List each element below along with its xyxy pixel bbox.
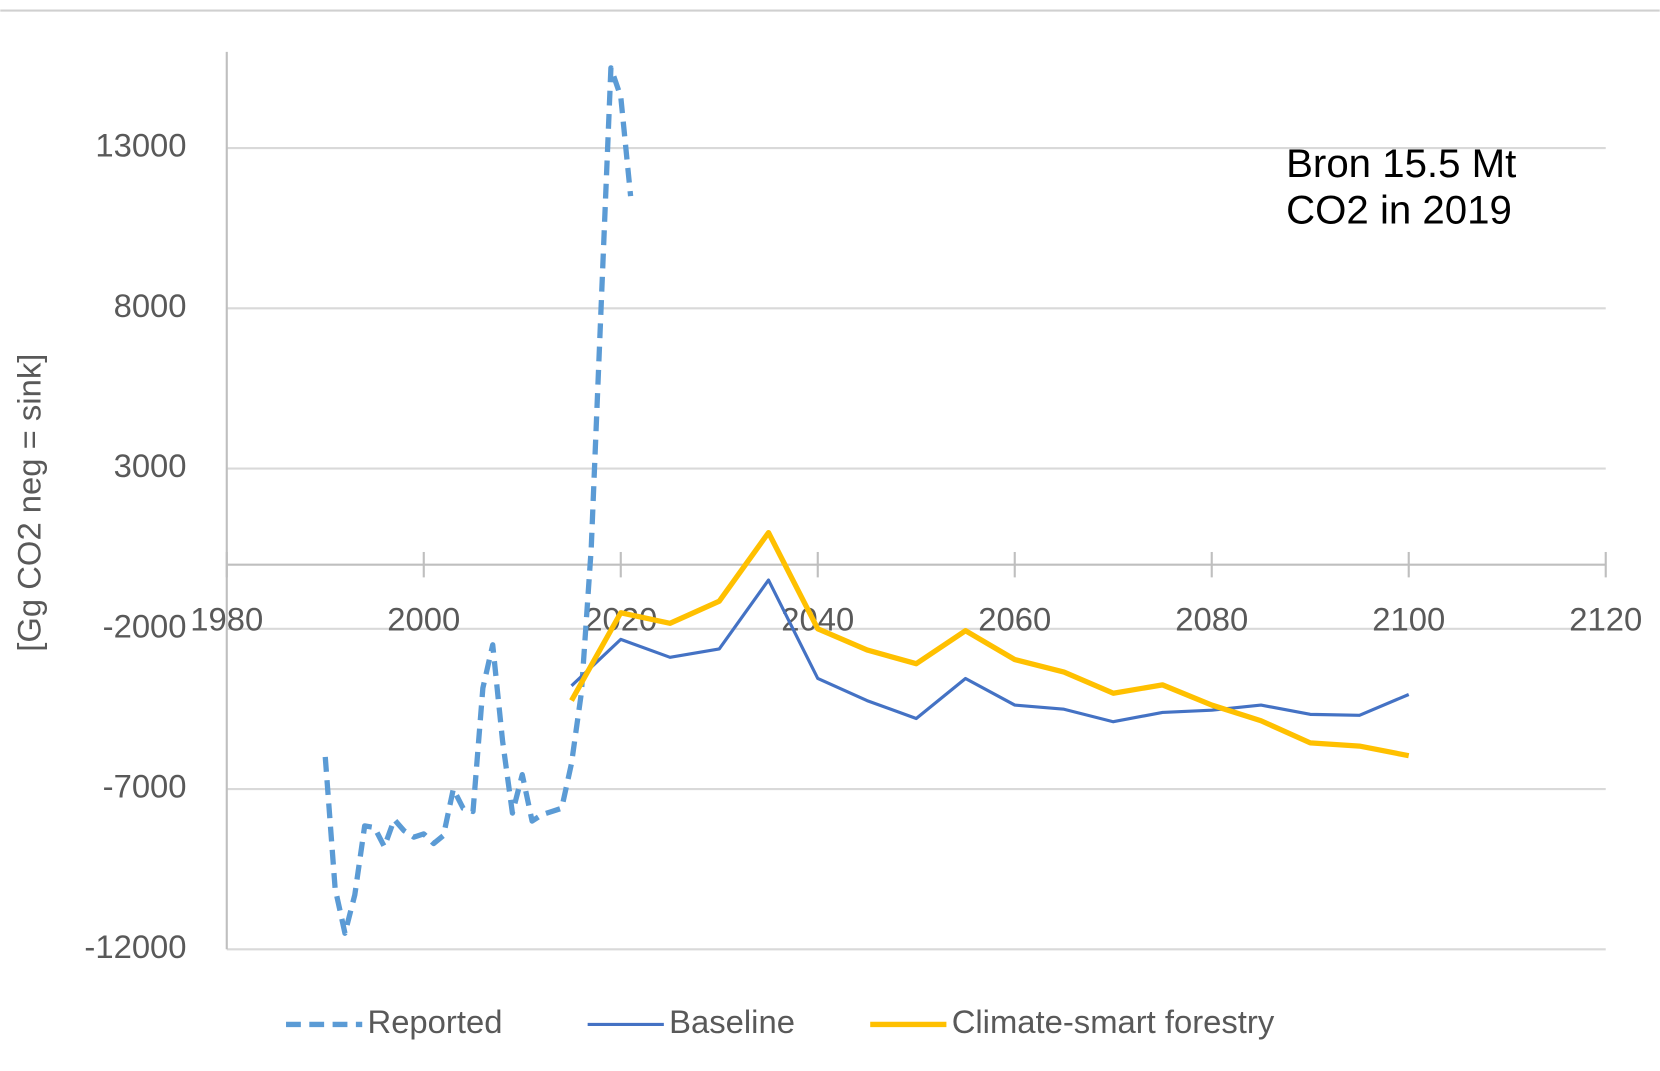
y-tick-label: -7000 xyxy=(103,768,187,805)
annotation: CO2 in 2019 xyxy=(1286,187,1512,232)
x-tick-label: 2120 xyxy=(1569,600,1642,637)
x-tick-label: 2060 xyxy=(978,600,1051,637)
y-axis-label: [Gg CO2 neg = sink] xyxy=(11,354,48,652)
y-tick-label: 3000 xyxy=(114,447,187,484)
x-tick-label: 2100 xyxy=(1372,600,1445,637)
y-tick-label: 8000 xyxy=(114,287,187,324)
y-tick-label: -12000 xyxy=(84,928,186,965)
series-line xyxy=(570,578,1410,724)
y-tick-label: -2000 xyxy=(103,607,187,644)
legend-label: Baseline xyxy=(669,1003,795,1040)
x-tick-label: 1980 xyxy=(190,600,263,637)
x-tick-label: 2080 xyxy=(1175,600,1248,637)
x-tick-label: 2000 xyxy=(387,600,460,637)
y-tick-label: 13000 xyxy=(95,127,186,164)
legend-label: Reported xyxy=(368,1003,503,1040)
legend-label: Climate-smart forestry xyxy=(952,1003,1275,1040)
series-line xyxy=(569,529,1410,759)
x-tick-label: 2040 xyxy=(781,600,854,637)
series-line xyxy=(322,65,634,936)
